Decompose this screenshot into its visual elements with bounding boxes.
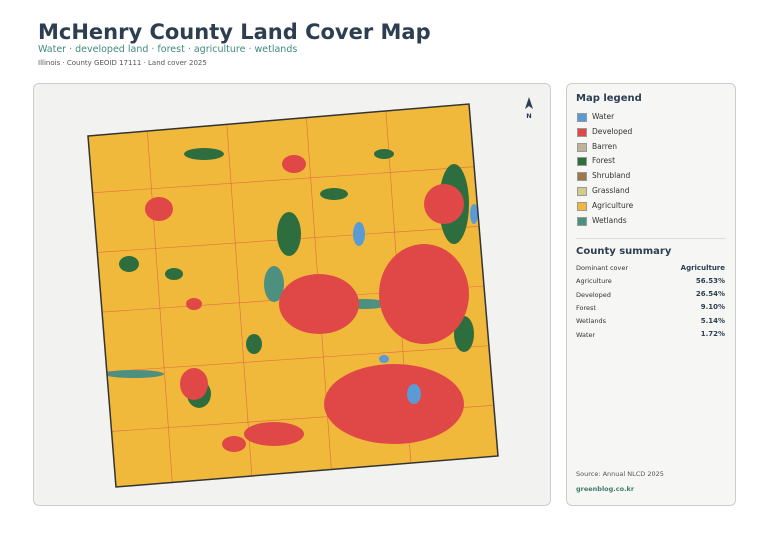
legend-swatch xyxy=(577,157,587,167)
north-label: N xyxy=(526,112,531,120)
legend-label: Wetlands xyxy=(592,215,627,225)
summary-value: 9.10% xyxy=(700,303,725,312)
legend-label: Agriculture xyxy=(592,200,634,210)
land-cover xyxy=(88,104,498,487)
summary-value: 5.14% xyxy=(700,316,725,325)
legend-label: Barren xyxy=(592,141,617,151)
map-panel: N xyxy=(33,83,551,506)
summary-title: County summary xyxy=(576,246,672,257)
site: greenblog.co.kr xyxy=(576,485,635,493)
legend-swatch xyxy=(577,127,587,137)
source: Source: Annual NLCD 2025 xyxy=(576,470,664,478)
map: N xyxy=(87,97,533,488)
summary-value: 1.72% xyxy=(700,330,725,338)
summary-label: Water xyxy=(576,330,596,339)
legend-label: Developed xyxy=(592,126,633,136)
side-panel: Map legend Water Developed Barren Forest Shru… xyxy=(566,83,736,506)
summary-label: Developed xyxy=(576,290,611,299)
legend-label: Shrubland xyxy=(592,171,631,181)
summary-value: 26.54% xyxy=(695,290,725,299)
subtitle: Water · developed land · forest · agricu… xyxy=(38,44,298,55)
legend-swatch xyxy=(577,187,587,196)
summary-label: Agriculture xyxy=(576,277,612,286)
legend-swatch xyxy=(577,216,587,226)
summary-value: Agriculture xyxy=(680,263,725,272)
legend-swatch xyxy=(577,201,587,211)
summary-label: Forest xyxy=(576,303,596,312)
legend-label: Water xyxy=(592,112,615,121)
legend-title: Map legend xyxy=(576,93,642,104)
legend-swatch xyxy=(577,172,587,182)
summary-label: Wetlands xyxy=(576,317,607,326)
legend-swatch xyxy=(577,113,587,122)
title: McHenry County Land Cover Map xyxy=(38,20,431,44)
summary-label: Dominant cover xyxy=(576,264,629,272)
summary-value: 56.53% xyxy=(695,276,725,285)
legend-label: Grassland xyxy=(592,186,630,195)
legend-label: Forest xyxy=(592,156,616,166)
legend-swatch xyxy=(577,142,587,152)
divider xyxy=(576,238,726,239)
meta: Illinois · County GEOID 17111 · Land cov… xyxy=(38,59,207,67)
